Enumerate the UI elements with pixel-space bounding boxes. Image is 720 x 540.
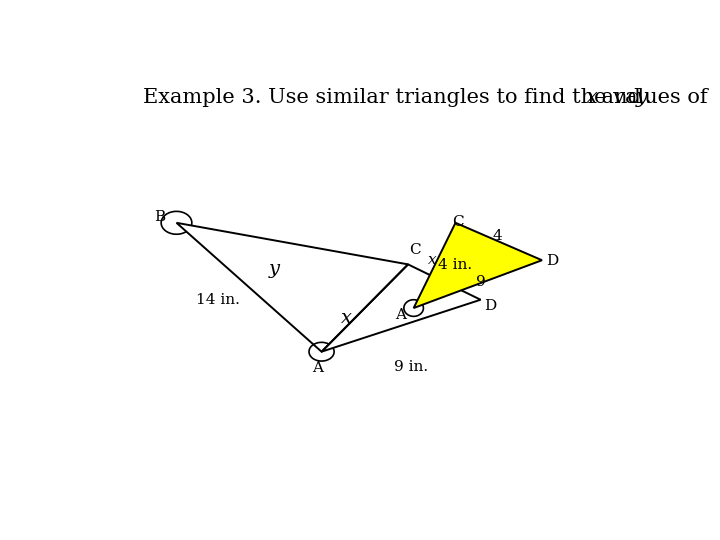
Text: A: A [395, 308, 406, 322]
Text: D: D [484, 299, 496, 313]
Text: 9 in.: 9 in. [394, 360, 428, 374]
Text: 4: 4 [492, 229, 503, 243]
Text: x: x [341, 309, 352, 327]
Text: x: x [586, 87, 598, 107]
Text: x: x [428, 253, 437, 267]
Polygon shape [413, 223, 542, 308]
Text: A: A [312, 361, 323, 375]
Text: 4 in.: 4 in. [438, 258, 472, 272]
Text: C: C [452, 215, 464, 230]
Text: 14 in.: 14 in. [197, 293, 240, 307]
Text: y: y [269, 260, 279, 278]
Text: C: C [409, 243, 420, 257]
Text: 9: 9 [476, 275, 485, 289]
Text: y: y [636, 87, 647, 107]
Text: Example 3. Use similar triangles to find the values of: Example 3. Use similar triangles to find… [143, 87, 714, 107]
Text: B: B [154, 210, 166, 224]
Text: and: and [595, 87, 647, 107]
Text: D: D [546, 254, 558, 268]
Text: .: . [644, 87, 652, 107]
